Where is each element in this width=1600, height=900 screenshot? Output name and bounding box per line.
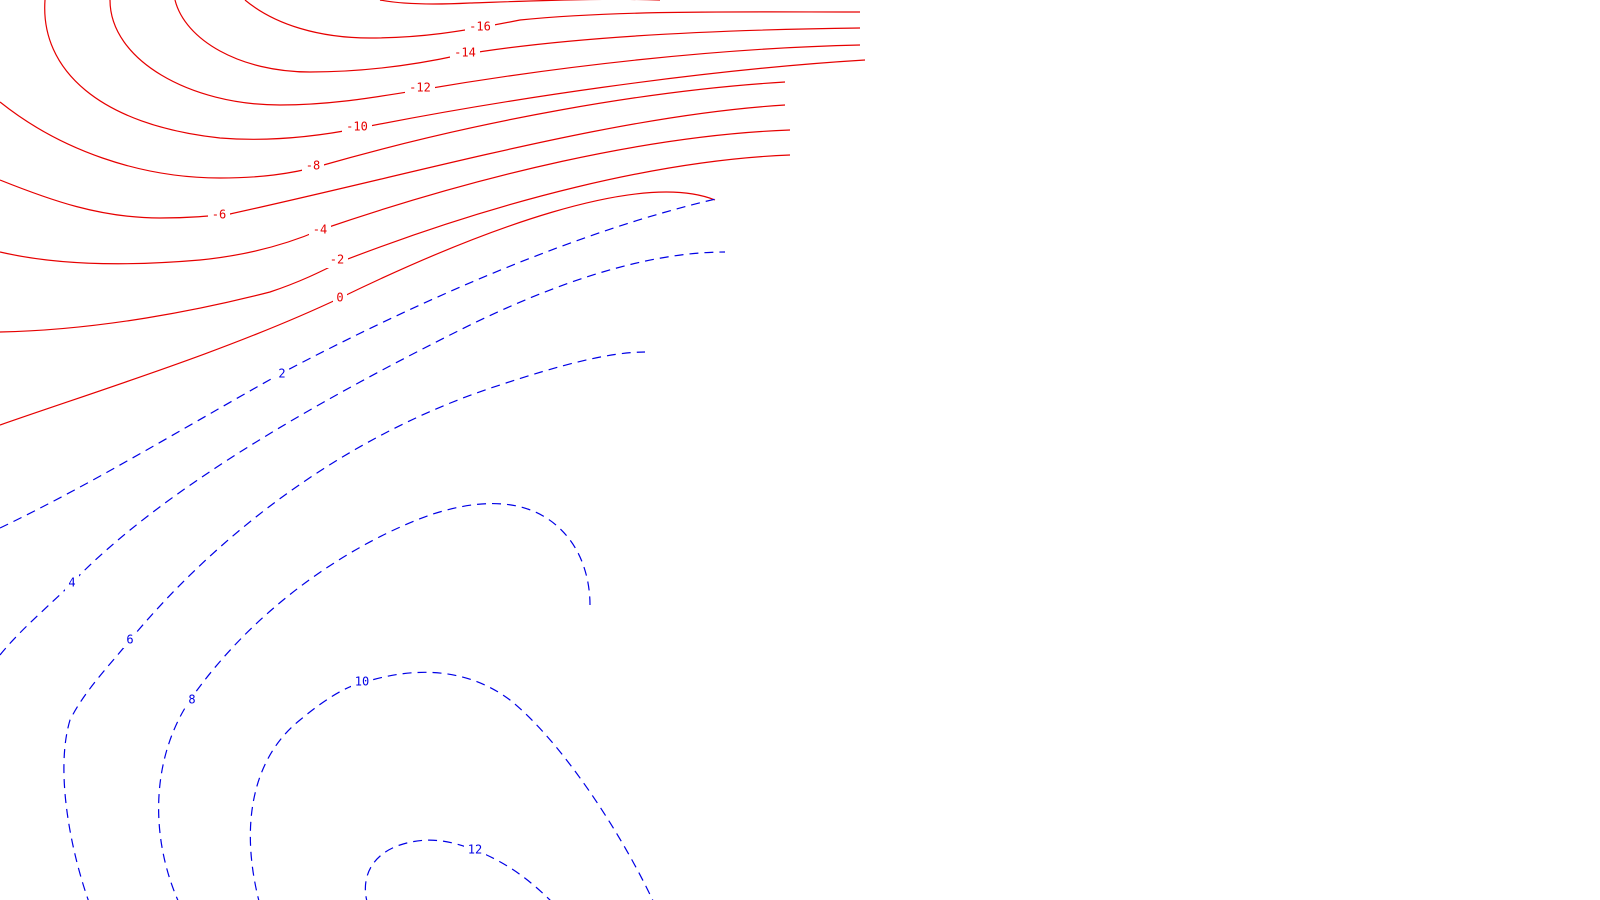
contour-line-minus-12 — [109, 0, 861, 106]
contour-label-bg-minus-4 — [309, 222, 331, 238]
contour-label-bg-minus-8 — [302, 158, 324, 174]
contour-label-bg-minus-12 — [405, 80, 435, 96]
contour-labels: -16 -14 -12 -10 -8 -6 -4 -2 0 2 4 6 8 10 12 — [65, 19, 495, 858]
contour-line-minus-8 — [0, 81, 786, 179]
contour-line-8 — [158, 502, 591, 900]
contour-label-0: 0 — [336, 291, 343, 305]
contour-label-bg-8 — [185, 692, 199, 708]
contour-label-2: 2 — [278, 367, 285, 381]
contour-label-minus-10: -10 — [346, 120, 368, 134]
contour-label-bg-minus-2 — [326, 252, 348, 268]
contour-line-0 — [0, 191, 716, 426]
contour-line-6 — [63, 351, 646, 900]
contour-label-minus-6: -6 — [212, 208, 226, 222]
contour-label-4: 4 — [68, 576, 75, 590]
contour-label-12: 12 — [468, 843, 482, 857]
contour-line-minus-2 — [0, 154, 791, 333]
contour-line-2 — [0, 197, 721, 529]
contour-label-bg-6 — [123, 632, 137, 648]
contour-label-bg-0 — [333, 290, 347, 306]
contour-label-bg-minus-16 — [465, 19, 495, 35]
contour-line-minus-4 — [0, 129, 791, 265]
contour-label-bg-minus-6 — [208, 207, 230, 223]
contour-label-8: 8 — [188, 693, 195, 707]
contour-line-minus-18 — [379, 0, 660, 5]
contour-label-10: 10 — [355, 675, 369, 689]
contour-label-minus-4: -4 — [313, 223, 327, 237]
contour-line-12 — [364, 839, 551, 900]
contour-label-bg-2 — [275, 366, 289, 382]
contour-label-minus-12: -12 — [409, 81, 431, 95]
contour-label-bg-4 — [65, 575, 79, 591]
contour-line-minus-16 — [244, 0, 861, 39]
contour-lines — [0, 0, 866, 900]
contour-label-minus-16: -16 — [469, 20, 491, 34]
contour-label-bg-minus-14 — [450, 45, 480, 61]
contour-label-6: 6 — [126, 633, 133, 647]
contour-line-10 — [249, 671, 654, 900]
contour-label-minus-8: -8 — [306, 159, 320, 173]
contour-line-minus-10 — [44, 0, 866, 140]
contour-line-4 — [0, 251, 726, 656]
contour-label-bg-10 — [351, 674, 373, 690]
contour-label-bg-minus-10 — [342, 119, 372, 135]
contour-label-minus-14: -14 — [454, 46, 476, 60]
contour-label-bg-12 — [464, 842, 486, 858]
contour-line-minus-14 — [174, 0, 861, 73]
contour-label-minus-2: -2 — [330, 253, 344, 267]
